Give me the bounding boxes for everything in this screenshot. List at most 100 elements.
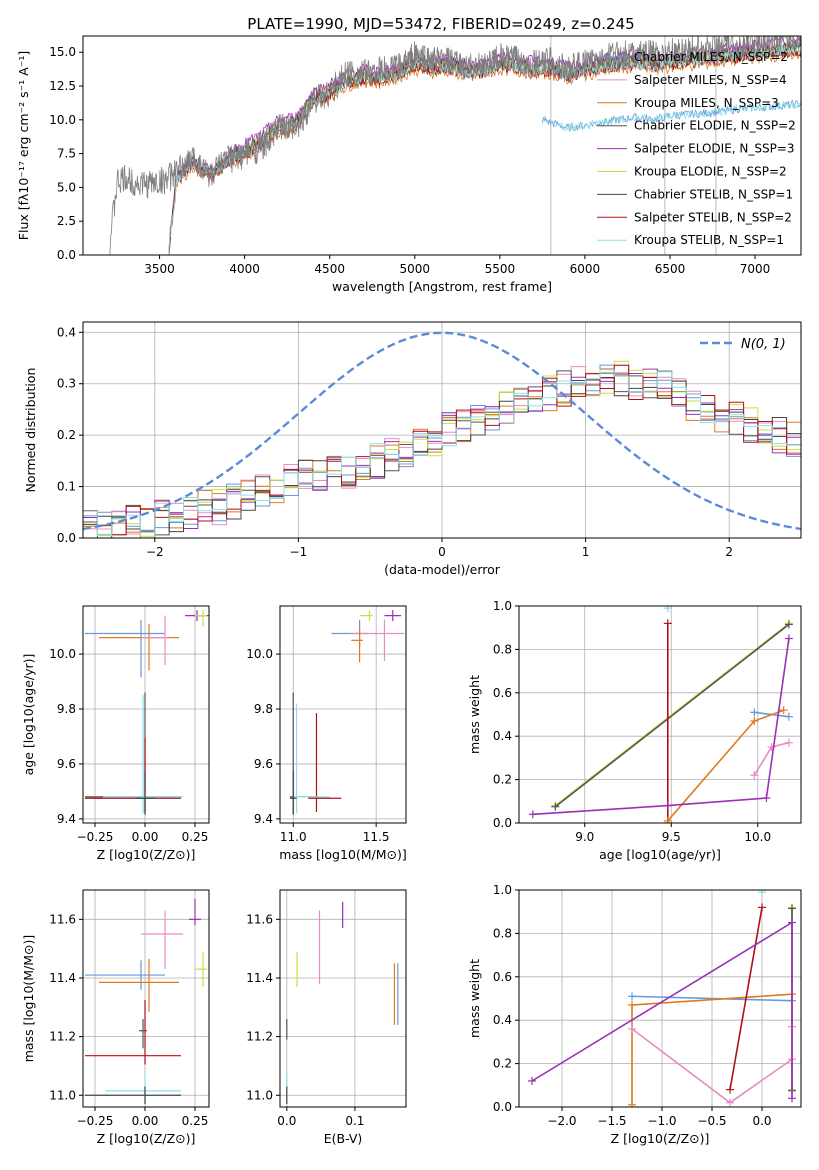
spectrum-panel: 3500 4000 4500 5000 5500 6000 6500 7000 0.0 2.5 5.… bbox=[16, 35, 802, 294]
y-tick-label: 0.4 bbox=[493, 729, 512, 743]
weight-line-salpeter_elodie bbox=[532, 638, 790, 816]
x-axis-label: (data-model)/error bbox=[384, 562, 501, 577]
y-tick-label: 9.6 bbox=[254, 757, 273, 771]
plot-area bbox=[528, 890, 796, 1107]
axes-frame bbox=[82, 605, 210, 824]
axes-frame bbox=[82, 35, 802, 256]
x-tick-label: 0.25 bbox=[182, 1114, 209, 1128]
y-tick-label: 11.4 bbox=[49, 971, 76, 985]
plot-area bbox=[286, 901, 399, 1105]
y-axis-label: mass weight bbox=[467, 959, 482, 1038]
plot-area bbox=[108, 36, 801, 255]
x-tick-label: 11.0 bbox=[280, 830, 307, 844]
x-tick-label: −0.25 bbox=[77, 830, 114, 844]
x-tick-label: 2 bbox=[725, 545, 733, 559]
plot-area bbox=[289, 610, 405, 815]
y-tick-label: 9.8 bbox=[254, 702, 273, 716]
x-tick-label: 6000 bbox=[570, 262, 601, 276]
x-tick-label: −0.5 bbox=[697, 1114, 726, 1128]
x-tick-label: −0.25 bbox=[77, 1114, 114, 1128]
x-tick-label: −1 bbox=[290, 545, 308, 559]
legend-label-salpeter_miles: Salpeter MILES, N_SSP=4 bbox=[634, 73, 787, 87]
y-tick-label: 11.2 bbox=[246, 1030, 273, 1044]
y-tick-label: 0.8 bbox=[493, 926, 512, 940]
x-tick-label: −2.0 bbox=[547, 1114, 576, 1128]
x-axis-label: Z [log10(Z/Z⊙)] bbox=[97, 847, 196, 862]
plot-area bbox=[83, 331, 801, 538]
y-axis-label: Normed distribution bbox=[23, 368, 38, 493]
age-mass-weight-panel: 9.0 9.5 10.0 0.0 0.2 0.4 0.6 0.8 1.0 age [log10(a… bbox=[467, 599, 802, 862]
y-tick-label: 7.5 bbox=[57, 147, 76, 161]
x-tick-label: 7000 bbox=[740, 262, 771, 276]
gaussian-curve bbox=[83, 331, 801, 531]
y-tick-label: 0.3 bbox=[57, 377, 76, 391]
legend-label-kroupa_miles: Kroupa MILES, N_SSP=3 bbox=[634, 96, 779, 110]
y-tick-label: 10.0 bbox=[49, 113, 76, 127]
x-axis-label: Z [log10(Z/Z⊙)] bbox=[611, 1131, 710, 1146]
metallicity-age-panel: −0.25 0.00 0.25 9.4 9.6 9.8 10.0 Z [log10(Z/Z⊙)… bbox=[21, 605, 210, 862]
y-tick-label: 9.4 bbox=[57, 812, 76, 826]
x-tick-label: 10.0 bbox=[744, 830, 771, 844]
y-tick-label: 9.4 bbox=[254, 812, 273, 826]
x-tick-label: 5000 bbox=[400, 262, 431, 276]
residual-histogram-panel: −2 −1 0 1 2 0.0 0.1 0.2 0.3 0.4 (data-model)/error… bbox=[23, 321, 802, 577]
x-tick-label: 4500 bbox=[314, 262, 345, 276]
x-tick-label: −1.0 bbox=[647, 1114, 676, 1128]
legend-label-chabrier_miles: Chabrier MILES, N_SSP=2 bbox=[634, 50, 788, 64]
y-tick-label: 1.0 bbox=[493, 883, 512, 897]
weight-line-chabrier_miles bbox=[631, 995, 793, 1002]
y-tick-label: 11.0 bbox=[49, 1088, 76, 1102]
weight-line-kroupa_elodie bbox=[554, 622, 790, 807]
plot-area bbox=[85, 898, 207, 1105]
axes-frame bbox=[279, 605, 407, 824]
y-tick-label: 0.2 bbox=[493, 1057, 512, 1071]
y-tick-label: 5.0 bbox=[57, 180, 76, 194]
y-tick-label: 0.4 bbox=[493, 1013, 512, 1027]
weight-line-salpeter_stelib bbox=[729, 907, 763, 1090]
x-tick-label: 4000 bbox=[229, 262, 260, 276]
axes-frame bbox=[279, 889, 407, 1108]
y-tick-label: 11.6 bbox=[246, 912, 273, 926]
plot-area bbox=[528, 606, 793, 823]
extinction-mass-panel: 0.0 0.1 11.0 11.2 11.4 11.6 E(B-V) bbox=[246, 889, 407, 1146]
y-tick-label: 11.4 bbox=[246, 971, 273, 985]
x-tick-label: 0 bbox=[438, 545, 446, 559]
y-tick-label: 0.0 bbox=[493, 816, 512, 830]
y-tick-label: 10.0 bbox=[246, 647, 273, 661]
legend-label-kroupa_stelib: Kroupa STELIB, N_SSP=1 bbox=[634, 233, 784, 247]
y-tick-label: 11.2 bbox=[49, 1030, 76, 1044]
y-tick-label: 2.5 bbox=[57, 214, 76, 228]
x-axis-label: mass [log10(M/M⊙)] bbox=[279, 847, 407, 862]
y-tick-label: 0.6 bbox=[493, 970, 512, 984]
model-spectrum-red-kroupa_stelib bbox=[542, 100, 801, 132]
y-tick-label: 0.1 bbox=[57, 480, 76, 494]
gaussian-legend-label: N(0, 1) bbox=[741, 337, 786, 352]
x-tick-label: 0.00 bbox=[132, 830, 159, 844]
legend-label-salpeter_stelib: Salpeter STELIB, N_SSP=2 bbox=[634, 210, 792, 224]
y-axis-label: mass weight bbox=[467, 675, 482, 754]
y-axis-label: mass [log10(M/M⊙)] bbox=[21, 935, 36, 1063]
x-tick-label: 6500 bbox=[655, 262, 686, 276]
x-axis-label: age [log10(age/yr)] bbox=[599, 847, 721, 862]
y-tick-label: 0.2 bbox=[57, 428, 76, 442]
x-tick-label: 3500 bbox=[144, 262, 175, 276]
x-axis-label: E(B-V) bbox=[324, 1131, 363, 1146]
y-tick-label: 0.8 bbox=[493, 642, 512, 656]
x-tick-label: 9.5 bbox=[662, 830, 681, 844]
x-tick-label: −2 bbox=[146, 545, 164, 559]
legend-label-chabrier_stelib: Chabrier STELIB, N_SSP=1 bbox=[634, 187, 793, 201]
legend-label-salpeter_elodie: Salpeter ELODIE, N_SSP=3 bbox=[634, 142, 795, 156]
y-tick-label: 11.6 bbox=[49, 912, 76, 926]
x-tick-label: 0.0 bbox=[277, 1114, 296, 1128]
x-tick-label: 1 bbox=[582, 545, 590, 559]
histogram-kroupa_stelib bbox=[83, 369, 801, 538]
y-tick-label: 0.4 bbox=[57, 325, 76, 339]
y-tick-label: 0.2 bbox=[493, 773, 512, 787]
y-tick-label: 0.6 bbox=[493, 686, 512, 700]
y-axis-label: Flux [fλ10⁻¹⁷ erg cm⁻² s⁻¹ A⁻¹] bbox=[16, 51, 31, 240]
axes-frame bbox=[82, 889, 210, 1108]
histogram-salpeter_stelib bbox=[83, 364, 801, 538]
metallicity-mass-weight-panel: −2.0 −1.5 −1.0 −0.5 0.0 0.0 0.2 0.4 0.6 0.8 1.0 Z [… bbox=[467, 883, 802, 1146]
weight-line-chabrier_elodie bbox=[554, 623, 790, 808]
